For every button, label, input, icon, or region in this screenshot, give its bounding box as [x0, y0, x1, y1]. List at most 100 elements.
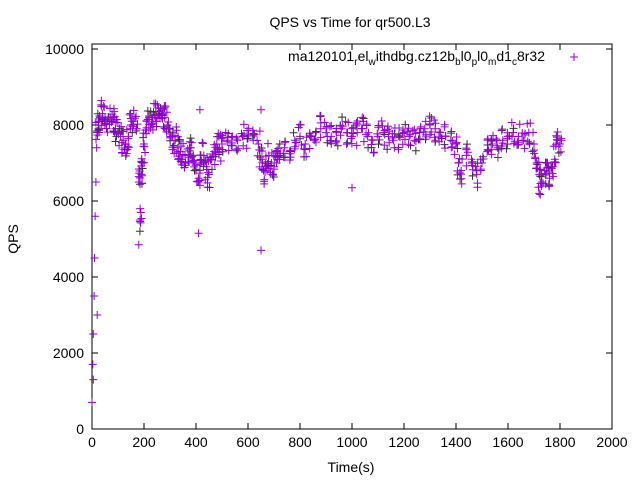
data-point [92, 135, 100, 144]
data-point [214, 148, 223, 157]
data-point [377, 116, 386, 125]
data-point [421, 117, 430, 126]
data-point [316, 133, 325, 142]
data-point [295, 134, 304, 143]
data-point [260, 179, 269, 188]
data-point [89, 330, 98, 338]
data-point [528, 147, 537, 156]
data-point [452, 132, 461, 141]
data-point [352, 118, 361, 127]
data-point [352, 141, 361, 150]
data-point [175, 135, 184, 144]
data-point [373, 129, 382, 138]
data-point [167, 132, 176, 141]
data-point [353, 117, 362, 126]
data-point [141, 148, 150, 157]
data-point [431, 119, 440, 128]
x-axis-label: Time(s) [328, 459, 375, 475]
data-point [523, 119, 532, 128]
data-point [186, 134, 195, 143]
data-point [332, 136, 341, 145]
data-point [122, 125, 131, 134]
data-point [195, 160, 204, 169]
data-point [520, 144, 529, 153]
data-point [143, 115, 152, 124]
data-point [138, 171, 147, 180]
data-point [269, 173, 278, 182]
data-point [404, 140, 413, 149]
data-point [185, 137, 194, 146]
data-point [137, 170, 146, 179]
data-point [487, 145, 496, 154]
data-point [440, 140, 449, 149]
y-tick-label: 10000 [45, 41, 84, 57]
data-point [301, 145, 310, 154]
data-point [316, 112, 325, 121]
data-point [556, 147, 565, 156]
data-point [249, 130, 258, 139]
data-point [331, 137, 340, 146]
data-point [353, 128, 362, 137]
data-point [450, 150, 459, 159]
data-point [549, 172, 558, 181]
data-point [91, 178, 100, 186]
data-point [111, 137, 120, 146]
data-point [281, 137, 290, 146]
data-point [124, 143, 133, 152]
data-point [185, 157, 194, 166]
data-point [161, 102, 170, 111]
data-point [454, 158, 463, 167]
data-point [90, 254, 99, 262]
data-point [115, 141, 124, 150]
data-point [92, 143, 101, 152]
data-point [457, 174, 466, 183]
data-point [497, 126, 506, 135]
data-point [422, 132, 431, 141]
data-point [492, 134, 501, 143]
data-point [198, 138, 207, 147]
data-point [394, 145, 403, 154]
data-point [179, 139, 188, 148]
x-tick-label: 1600 [492, 434, 523, 450]
data-point [404, 124, 413, 133]
data-point [430, 116, 439, 125]
data-point [322, 128, 330, 137]
data-point [204, 168, 213, 177]
x-tick-label: 200 [132, 434, 156, 450]
data-point [441, 144, 450, 153]
data-point [327, 132, 336, 141]
data-point [536, 190, 545, 199]
data-point [502, 144, 511, 153]
data-point [348, 183, 356, 192]
data-point [255, 146, 264, 155]
data-point [203, 183, 212, 192]
data-point [136, 208, 145, 217]
data-point [493, 153, 502, 162]
data-point [325, 122, 334, 131]
plot-frame [91, 43, 613, 430]
legend-marker [570, 53, 578, 61]
data-point [425, 119, 434, 128]
data-point [223, 133, 232, 142]
data-point [137, 154, 146, 163]
data-point [338, 113, 347, 122]
data-point [347, 134, 356, 143]
data-point [336, 131, 345, 140]
data-point [275, 139, 284, 148]
data-point [140, 142, 149, 151]
data-point [194, 229, 203, 238]
data-point [435, 127, 444, 136]
data-point [553, 128, 562, 137]
data-point [132, 124, 141, 133]
data-point [374, 123, 383, 132]
data-point [187, 138, 196, 147]
data-point [406, 130, 415, 139]
data-point [380, 141, 389, 150]
data-point [405, 132, 414, 141]
data-point [102, 119, 111, 128]
data-point [357, 124, 366, 133]
data-point [291, 138, 300, 147]
data-point [447, 127, 456, 136]
data-point [152, 122, 161, 131]
data-point [108, 117, 117, 126]
